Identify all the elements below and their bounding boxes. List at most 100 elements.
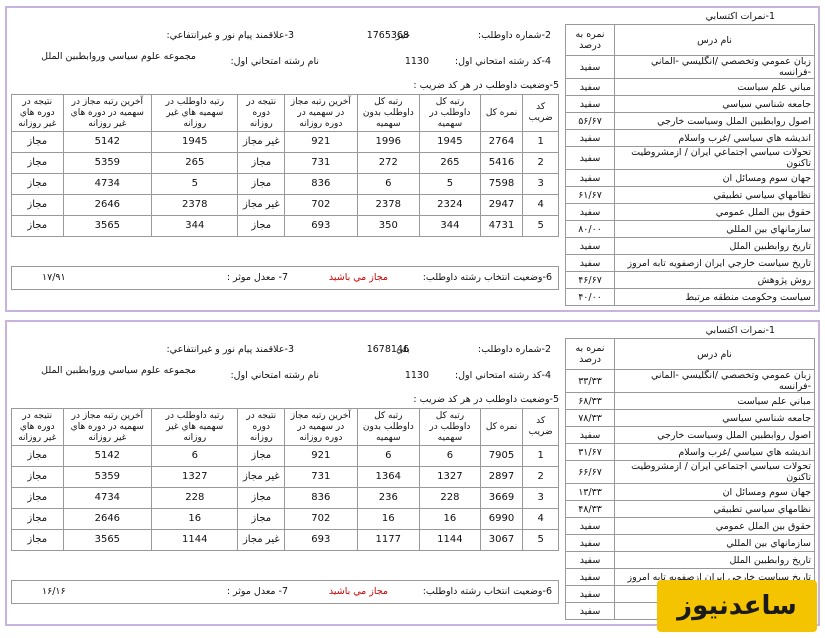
header-cell: رتبه كل داوطلب بدون سهميه xyxy=(356,94,420,132)
candidate-section: 2-شماره داوطلب: 1678146 3-علاقمند پيام نور… xyxy=(11,326,559,620)
ranks-table: كد ضريب نمره كل رتبه كل داوطلب در سهميه رتب… xyxy=(11,408,559,551)
rank-cell: 6 xyxy=(356,173,420,195)
course-name: تحولات سياسي اجتماعي ايران / ازمشروطيت ت… xyxy=(614,460,815,484)
course-name: سياست وحكومت منطقه مرتبط xyxy=(614,288,815,306)
header-cell: نتيجه در دوره هاي غير روزانه xyxy=(11,408,64,446)
score-row: تحولات سياسي اجتماعي ايران / ازمشروطيت ت… xyxy=(565,146,815,170)
rank-cell: 16 xyxy=(418,508,481,530)
rank-cell: 4 xyxy=(522,508,559,530)
rank-cell: 1327 xyxy=(418,466,481,488)
rank-cell: 693 xyxy=(284,215,358,237)
header-cell: رتبه كل داوطلب بدون سهميه xyxy=(356,408,420,446)
label: 3-علاقمند پيام نور و غيرانتفاعي: xyxy=(166,344,294,355)
value: مجاز مي باشيد xyxy=(328,586,388,597)
rank-row: 5 3067 1144 1177 693 غير مجاز 1144 3565 مجاز xyxy=(11,529,559,551)
score-row: جهان سوم ومسائل ان ۱۳/۳۳ xyxy=(565,483,815,501)
rank-cell: 3565 xyxy=(62,215,153,237)
label: 7- معدل موثر : xyxy=(226,586,288,597)
rank-cell: 5142 xyxy=(62,445,153,467)
rank-cell: 5 xyxy=(418,173,481,195)
header-cell: كد ضريب xyxy=(522,94,559,132)
course-score: سفيد xyxy=(565,551,615,569)
label: 6-وضعيت انتخاب رشته داوطلب: xyxy=(422,586,552,597)
value: خير xyxy=(396,30,410,41)
course-name: تاريخ سياست خارجي ايران ازصفويه تابه امر… xyxy=(614,254,815,272)
rank-cell: 1 xyxy=(522,131,559,153)
candidate-section: 2-شماره داوطلب: 1765368 3-علاقمند پيام نور… xyxy=(11,12,559,306)
header-cell: نتيجه در دوره روزانه xyxy=(237,408,286,446)
label: 6-وضعيت انتخاب رشته داوطلب: xyxy=(422,272,552,283)
header-cell: آخرين رتبه مجاز در سهميه در دوره هاي غير… xyxy=(62,94,153,132)
rank-cell: 731 xyxy=(284,466,358,488)
course-name: انديشه هاي سياسي /غرب واسلام xyxy=(614,443,815,461)
rank-cell: 2646 xyxy=(62,508,153,530)
rank-cell: 3 xyxy=(522,487,559,509)
rank-cell: 1945 xyxy=(151,131,239,153)
score-row: انديشه هاي سياسي /غرب واسلام سفيد xyxy=(565,129,815,147)
rank-cell: مجاز xyxy=(11,508,64,530)
course-name: حقوق بين الملل عمومي xyxy=(614,517,815,535)
header-cell: نتيجه در دوره هاي غير روزانه xyxy=(11,94,64,132)
value: 1130 xyxy=(404,370,429,381)
rank-cell: 1177 xyxy=(356,529,420,551)
header-cell: نام درس xyxy=(614,338,815,370)
value: 1765368 xyxy=(366,30,409,41)
rank-cell: مجاز xyxy=(237,508,286,530)
rank-row: 2 2897 1327 1364 731 غير مجاز 1327 5359 مجاز xyxy=(11,466,559,488)
rank-cell: 1364 xyxy=(356,466,420,488)
course-score: سفيد xyxy=(565,534,615,552)
rank-cell: مجاز xyxy=(11,466,64,488)
scores-title: 1-نمرات اكتسابي xyxy=(705,11,775,22)
rank-cell: 2324 xyxy=(418,194,481,216)
rank-cell: 265 xyxy=(151,152,239,174)
rank-cell: 1 xyxy=(522,445,559,467)
course-name: زبان عمومي وتخصصي /انگليسي -الماني -فران… xyxy=(614,55,815,79)
status-footer: 6-وضعيت انتخاب رشته داوطلب: مجاز مي باشيد… xyxy=(11,266,559,290)
course-name: جامعه شناسي سياسي xyxy=(614,95,815,113)
value: ۱۶/۱۶ xyxy=(42,586,66,597)
scores-table: نام درس نمره به درصد زبان عمومي وتخصصي /ان… xyxy=(565,338,815,620)
rank-cell: 5359 xyxy=(62,152,153,174)
course-score: سفيد xyxy=(565,95,615,113)
header-row: كد ضريب نمره كل رتبه كل داوطلب در سهميه رتب… xyxy=(11,408,559,446)
rank-cell: مجاز xyxy=(237,173,286,195)
score-row: تاريخ سياست خارجي ايران ازصفويه تابه امر… xyxy=(565,254,815,272)
header-cell: نمره به درصد xyxy=(565,24,615,56)
rank-cell: 4734 xyxy=(62,487,153,509)
rank-cell: 236 xyxy=(356,487,420,509)
score-row: زبان عمومي وتخصصي /انگليسي -الماني -فران… xyxy=(565,55,815,79)
rank-cell: 921 xyxy=(284,131,358,153)
rank-row: 4 2947 2324 2378 702 غير مجاز 2378 2646 مجاز xyxy=(11,194,559,216)
course-name: تحولات سياسي اجتماعي ايران / ازمشروطيت ت… xyxy=(614,146,815,170)
rank-cell: 2764 xyxy=(479,131,524,153)
course-score: سفيد xyxy=(565,568,615,586)
course-name: روش پژوهش xyxy=(614,271,815,289)
course-name: مباني علم سياست xyxy=(614,78,815,96)
course-name: اصول روابطبين الملل وسياست خارجي xyxy=(614,426,815,444)
rank-cell: 7598 xyxy=(479,173,524,195)
course-score: ۸۰/۰۰ xyxy=(565,220,615,238)
course-score: ۶۸/۳۳ xyxy=(565,392,615,410)
course-score: سفيد xyxy=(565,602,615,620)
header-cell: آخرين رتبه مجاز در سهميه در دوره هاي غير… xyxy=(62,408,153,446)
course-name: مباني علم سياست xyxy=(614,392,815,410)
rank-cell: غير مجاز xyxy=(237,194,286,216)
header-cell: رتبه كل داوطلب در سهميه xyxy=(418,94,481,132)
rank-cell: 5 xyxy=(522,215,559,237)
rank-cell: 3669 xyxy=(479,487,524,509)
label: نام رشته امتحاني اول: xyxy=(230,370,319,381)
course-score: ۳۳/۳۳ xyxy=(565,369,615,393)
course-name: تاريخ روابطبين الملل xyxy=(614,237,815,255)
rank-cell: مجاز xyxy=(11,173,64,195)
scores-section: 1-نمرات اكتسابي نام درس نمره به درصد زبان ع… xyxy=(563,324,815,622)
rank-cell: 4 xyxy=(522,194,559,216)
rank-cell: 6990 xyxy=(479,508,524,530)
scores-title: 1-نمرات اكتسابي xyxy=(705,325,775,336)
rank-cell: 228 xyxy=(418,487,481,509)
header-cell: نتيجه در دوره روزانه xyxy=(237,94,286,132)
header-cell: آخرين رتبه مجاز در سهميه در دوره روزانه xyxy=(284,408,358,446)
rank-cell: 921 xyxy=(284,445,358,467)
rank-cell: 16 xyxy=(356,508,420,530)
rank-cell: 836 xyxy=(284,487,358,509)
